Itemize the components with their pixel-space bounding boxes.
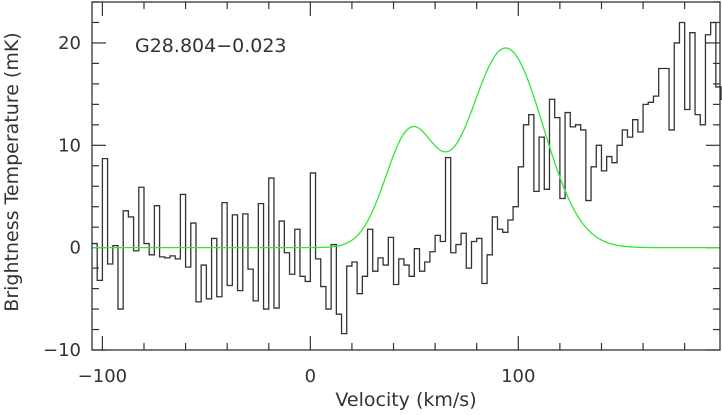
x-axis-label: Velocity (km/s): [335, 389, 476, 411]
y-tick-label: 10: [58, 135, 81, 156]
x-tick-label: −100: [78, 366, 127, 387]
y-tick-label: 20: [58, 33, 81, 54]
plot-frame: [91, 1, 721, 351]
y-tick-label: −10: [43, 340, 81, 361]
y-tick-label: 0: [70, 238, 81, 259]
source-label: G28.804−0.023: [135, 35, 287, 57]
y-axis-label: Brightness Temperature (mK): [1, 32, 23, 311]
gaussian-fit-line: [92, 47, 720, 249]
x-tick-label: 100: [501, 366, 535, 387]
x-tick-label: 0: [305, 366, 316, 387]
observed-spectrum-line: [92, 21, 722, 335]
